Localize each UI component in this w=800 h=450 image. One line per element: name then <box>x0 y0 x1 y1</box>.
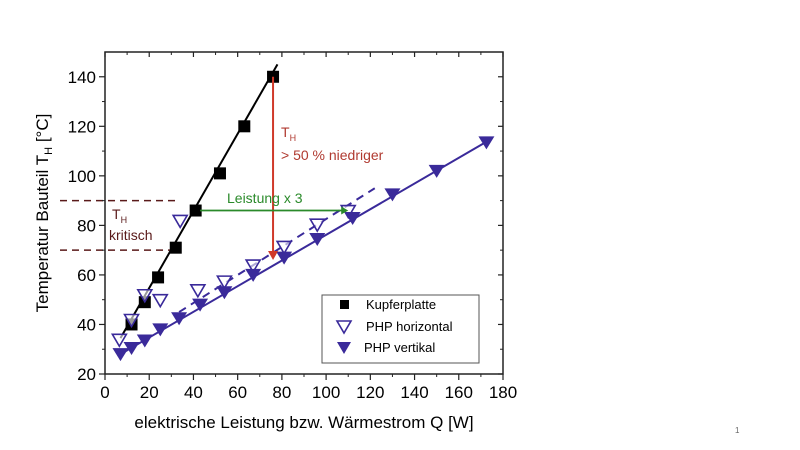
legend-label-kupferplatte: Kupferplatte <box>366 297 436 312</box>
data-point-php-horizontal <box>136 288 154 304</box>
reduction-arrow-head <box>268 251 279 261</box>
data-point-php-vertikal <box>428 164 445 178</box>
x-tick-label: 40 <box>184 383 203 402</box>
data-point-php-horizontal <box>308 218 326 233</box>
data-point-kupferplatte <box>152 271 165 284</box>
axes: 0 20 40 60 80 100 120 140 160 1802040608010012014… <box>68 51 517 402</box>
data-point-php-vertikal <box>478 136 495 150</box>
data-point-php-vertikal <box>384 188 401 202</box>
page-number: 1 <box>735 426 740 435</box>
legend-marker-kupferplatte <box>340 300 349 309</box>
y-tick-label: 100 <box>68 167 96 186</box>
data-point-php-vertikal <box>192 298 209 312</box>
x-tick-label: 60 <box>228 383 247 402</box>
y-tick-label: 20 <box>77 365 96 384</box>
legend-marker-php-vertikal <box>337 342 351 354</box>
data-point-php-vertikal <box>152 323 169 337</box>
data-point-php-vertikal <box>276 251 293 265</box>
x-tick-label: 160 <box>445 383 473 402</box>
x-tick-label: 120 <box>356 383 384 402</box>
data-point-php-vertikal <box>123 341 140 355</box>
data-point-kupferplatte <box>189 204 202 217</box>
data-point-php-vertikal <box>216 286 233 300</box>
x-tick-label: 140 <box>400 383 428 402</box>
data-point-php-vertikal <box>171 312 188 326</box>
critical-label-2: kritisch <box>109 227 153 243</box>
x-tick-label: 20 <box>140 383 159 402</box>
x-tick-label: 100 <box>312 383 340 402</box>
legend-marker-php-horizontal <box>335 320 353 335</box>
data-point-php-horizontal <box>171 214 189 230</box>
data-point-php-vertikal <box>136 334 153 348</box>
y-tick-label: 40 <box>77 315 96 334</box>
legend-label-php-horizontal: PHP horizontal <box>366 319 453 334</box>
legend-label-php-vertikal: PHP vertikal <box>364 340 435 355</box>
power-label: Leistung x 3 <box>227 190 303 206</box>
y-tick-label: 80 <box>77 216 96 235</box>
annotations <box>200 76 349 261</box>
critical-temperature-annotation <box>60 199 176 251</box>
data-point-php-horizontal <box>189 283 207 299</box>
data-point-php-horizontal <box>123 313 140 329</box>
data-point-php-vertikal <box>245 268 262 282</box>
data-point-php-horizontal <box>151 293 169 309</box>
data-point-kupferplatte <box>213 167 226 180</box>
y-tick-label: 140 <box>68 68 96 87</box>
power-arrow-head <box>341 206 349 215</box>
y-tick-label: 60 <box>77 266 96 285</box>
critical-label: TH <box>112 206 127 225</box>
reduction-label-2: > 50 % niedriger <box>281 147 384 163</box>
data-point-php-horizontal <box>244 259 262 274</box>
data-point-php-horizontal <box>216 275 233 290</box>
data-point-php-horizontal <box>110 333 128 348</box>
data-point-php-horizontal <box>275 240 293 256</box>
y-axis-label: Temperatur Bauteil TH [°C] <box>33 114 55 313</box>
fit-line-1 <box>178 187 376 313</box>
data-markers <box>110 70 495 362</box>
x-tick-label: 180 <box>489 383 517 402</box>
data-point-kupferplatte <box>238 120 251 133</box>
data-point-php-vertikal <box>344 211 361 225</box>
legend: Kupferplatte PHP horizontal PHP vertikal <box>321 294 480 364</box>
reduction-label: TH <box>281 124 296 143</box>
x-tick-label: 0 <box>100 383 109 402</box>
x-tick-label: 80 <box>272 383 291 402</box>
data-point-php-vertikal <box>112 348 129 362</box>
x-axis-label: elektrische Leistung bzw. Wärmestrom Q [… <box>134 413 473 432</box>
y-tick-label: 120 <box>68 117 96 136</box>
data-point-php-vertikal <box>309 233 326 247</box>
data-point-kupferplatte <box>169 241 182 254</box>
